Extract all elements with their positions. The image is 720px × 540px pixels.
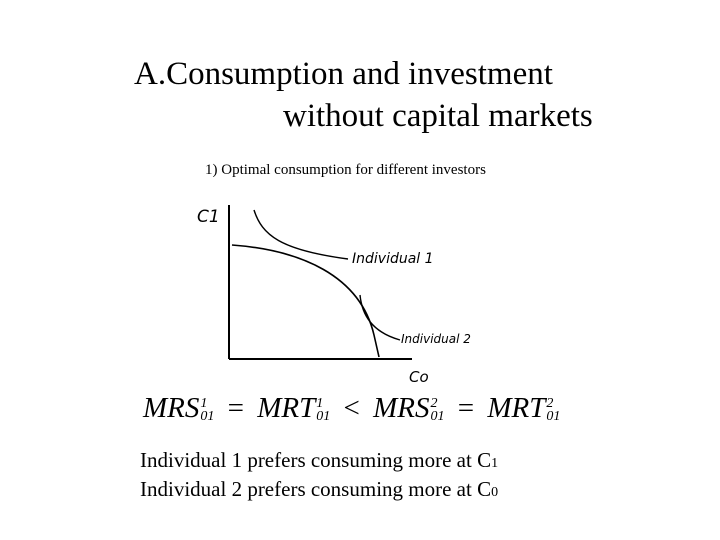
x-axis-label: Co	[409, 368, 429, 386]
indifference-curve-2	[359, 294, 401, 341]
production-frontier-curve	[231, 244, 380, 358]
conclusion-individual-2: Individual 2 prefers consuming more at C…	[140, 477, 499, 501]
title-line-2: without capital markets	[283, 98, 593, 134]
eq-op-2: <	[343, 392, 360, 424]
equilibrium-equation: MRS 1 01 = MRT 1 01 < MRS 2 01 = MRT 2 01	[143, 392, 561, 425]
curve1-label: Individual 1	[352, 251, 434, 267]
eq-term-mrs2: MRS	[373, 392, 430, 424]
title-line-1: A.Consumption and investment	[134, 56, 553, 92]
y-axis-label: C1	[197, 207, 220, 227]
curve2-label: Individual 2	[401, 332, 471, 346]
eq-term-mrt1: MRT	[257, 392, 316, 424]
eq-term-mrt2: MRT	[487, 392, 546, 424]
subtitle: 1) Optimal consumption for different inv…	[205, 162, 486, 178]
eq-op-3: =	[457, 392, 475, 424]
indifference-curve-1	[253, 209, 349, 260]
conclusion-individual-1: Individual 1 prefers consuming more at C…	[140, 448, 499, 472]
eq-op-1: =	[227, 392, 244, 424]
eq-term-mrs1: MRS	[143, 392, 200, 424]
